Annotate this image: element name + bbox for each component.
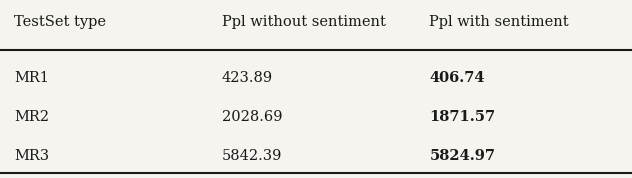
Text: MR2: MR2 <box>14 110 49 124</box>
Text: 406.74: 406.74 <box>429 72 485 85</box>
Text: Ppl with sentiment: Ppl with sentiment <box>429 15 569 29</box>
Text: 423.89: 423.89 <box>222 72 273 85</box>
Text: Ppl without sentiment: Ppl without sentiment <box>222 15 386 29</box>
Text: 1871.57: 1871.57 <box>429 110 495 124</box>
Text: 5842.39: 5842.39 <box>222 149 282 163</box>
Text: TestSet type: TestSet type <box>14 15 106 29</box>
Text: MR3: MR3 <box>14 149 49 163</box>
Text: 5824.97: 5824.97 <box>429 149 495 163</box>
Text: MR1: MR1 <box>14 72 49 85</box>
Text: 2028.69: 2028.69 <box>222 110 282 124</box>
